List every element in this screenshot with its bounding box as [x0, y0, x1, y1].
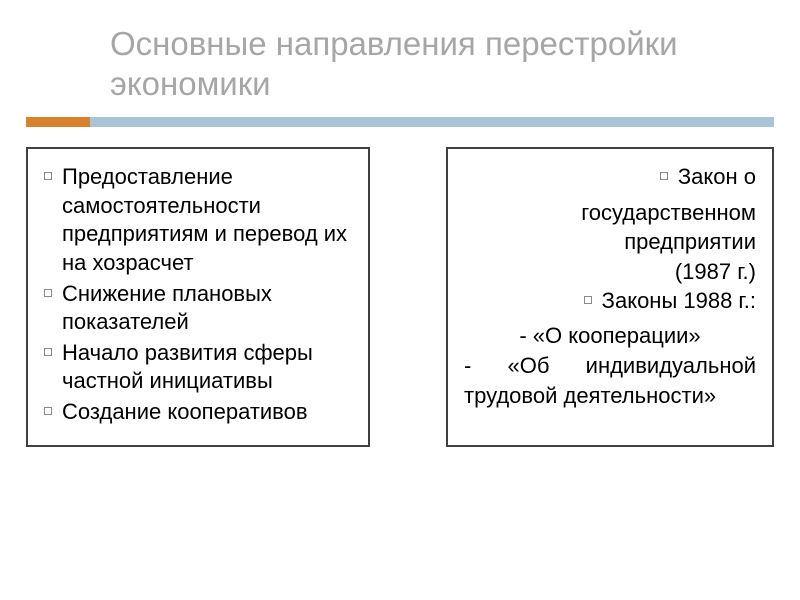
text-line: - «О кооперации»: [464, 321, 756, 351]
list-item: Закон о: [464, 163, 756, 192]
list-item: Законы 1988 г.:: [464, 287, 756, 316]
list-item: Снижение плановых показателей: [44, 280, 352, 337]
square-bullet-icon: [44, 289, 52, 297]
text-line: предприятии: [464, 227, 756, 257]
item-text: Закон о: [678, 163, 756, 192]
text-line: - «Об индивидуальной: [464, 351, 756, 381]
square-bullet-icon: [44, 407, 52, 415]
list-item: Создание кооперативов: [44, 398, 352, 427]
item-text: Создание кооперативов: [62, 398, 308, 427]
slide-title: Основные направления перестройки экономи…: [110, 24, 760, 103]
text-line: трудовой деятельности»: [464, 381, 756, 411]
text-line: (1987 г.): [464, 257, 756, 287]
item-text: Снижение плановых показателей: [62, 280, 352, 337]
title-area: Основные направления перестройки экономи…: [0, 0, 800, 111]
text-line: государственном: [464, 198, 756, 228]
item-text: Начало развития сферы частной инициативы: [62, 339, 352, 396]
list-item: Начало развития сферы частной инициативы: [44, 339, 352, 396]
square-bullet-icon: [44, 172, 52, 180]
divider-accent: [26, 117, 90, 127]
square-bullet-icon: [660, 172, 668, 180]
square-bullet-icon: [44, 348, 52, 356]
right-panel: Закон о государственном предприятии (198…: [446, 147, 774, 446]
divider-bar: [26, 117, 774, 127]
left-panel: Предоставление самостоятельности предпри…: [26, 147, 370, 446]
item-text: Законы 1988 г.:: [602, 287, 756, 316]
square-bullet-icon: [584, 296, 592, 304]
content-area: Предоставление самостоятельности предпри…: [0, 127, 800, 446]
divider-main: [26, 117, 774, 127]
list-item: Предоставление самостоятельности предпри…: [44, 163, 352, 277]
item-text: Предоставление самостоятельности предпри…: [62, 163, 352, 277]
